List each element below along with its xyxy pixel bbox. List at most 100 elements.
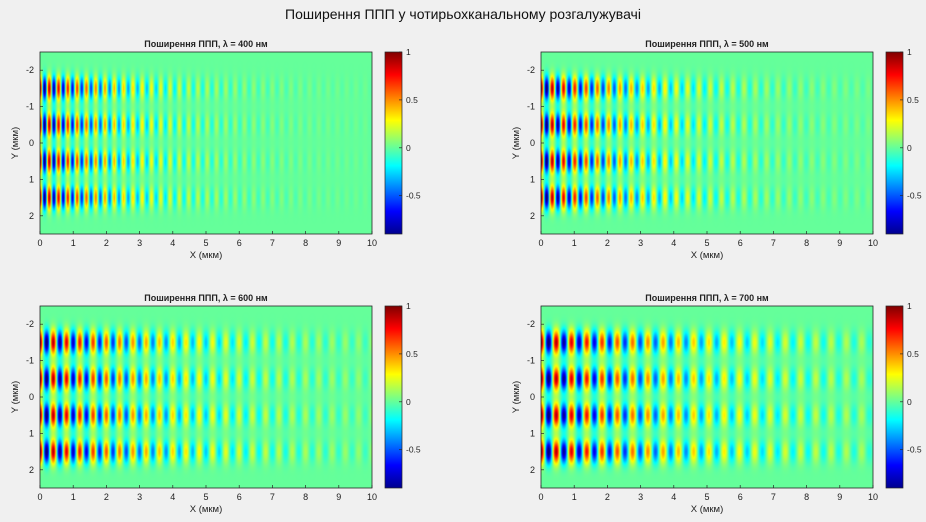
y-tick-label: -1 [26, 102, 34, 112]
x-tick-label: 1 [71, 492, 76, 502]
colorbar-tick-label: -0.5 [406, 445, 421, 455]
colorbar [384, 51, 403, 235]
x-tick-label: 10 [868, 492, 878, 502]
colorbar-tick-label: 1 [406, 47, 411, 57]
colorbar [885, 51, 904, 235]
heatmap-image [40, 52, 372, 234]
y-tick-label: -1 [26, 356, 34, 366]
panel-title: Поширення ППП, λ = 400 нм [144, 39, 268, 49]
x-tick-label: 10 [367, 238, 377, 248]
x-tick-label: 8 [303, 238, 308, 248]
x-tick-label: 8 [804, 492, 809, 502]
x-axis-label: X (мкм) [190, 250, 223, 261]
heatmap-image [541, 306, 873, 488]
x-axis-label: X (мкм) [190, 504, 223, 515]
panel-1: Поширення ППП, λ = 400 нм0 1 2 3 4 5 6 7 8 9 10X (… [10, 39, 421, 261]
y-axis-label: Y (мкм) [511, 127, 522, 159]
x-tick-label: 7 [771, 492, 776, 502]
y-axis-label: Y (мкм) [511, 381, 522, 413]
panel-title: Поширення ППП, λ = 500 нм [645, 39, 769, 49]
y-tick-label: -2 [26, 319, 34, 329]
colorbar-tick-label: 0.5 [406, 349, 418, 359]
x-tick-label: 2 [104, 492, 109, 502]
y-tick-label: 1 [29, 174, 34, 184]
x-tick-label: 7 [771, 238, 776, 248]
x-tick-label: 9 [336, 492, 341, 502]
x-tick-label: 0 [37, 492, 42, 502]
x-tick-label: 9 [837, 492, 842, 502]
colorbar-tick-label: 0 [406, 143, 411, 153]
x-tick-label: 6 [237, 492, 242, 502]
colorbar-tick-label: 0.5 [907, 349, 919, 359]
y-tick-label: 2 [29, 465, 34, 475]
x-tick-label: 0 [538, 492, 543, 502]
colorbar-tick-label: 1 [907, 301, 912, 311]
y-tick-label: 1 [530, 428, 535, 438]
x-tick-label: 5 [704, 492, 709, 502]
x-tick-label: 0 [538, 238, 543, 248]
y-tick-label: 2 [530, 211, 535, 221]
y-tick-label: -2 [527, 65, 535, 75]
panel-title: Поширення ППП, λ = 700 нм [645, 293, 769, 303]
x-tick-label: 8 [303, 492, 308, 502]
x-tick-label: 7 [270, 238, 275, 248]
x-tick-label: 10 [367, 492, 377, 502]
panel-4: Поширення ППП, λ = 700 нм0 1 2 3 4 5 6 7 8 9 10X (… [511, 293, 922, 515]
colorbar [885, 305, 904, 489]
x-tick-label: 4 [170, 238, 175, 248]
x-tick-label: 9 [336, 238, 341, 248]
panel-title: Поширення ППП, λ = 600 нм [144, 293, 268, 303]
y-tick-label: 1 [29, 428, 34, 438]
x-tick-label: 5 [203, 492, 208, 502]
x-tick-label: 6 [237, 238, 242, 248]
x-tick-label: 1 [71, 238, 76, 248]
x-tick-label: 9 [837, 238, 842, 248]
x-tick-label: 4 [671, 492, 676, 502]
colorbar-tick-label: 0 [907, 143, 912, 153]
y-tick-label: 2 [530, 465, 535, 475]
panel-2: Поширення ППП, λ = 500 нм0 1 2 3 4 5 6 7 8 9 10X (… [511, 39, 922, 261]
colorbar-tick-label: 0.5 [406, 95, 418, 105]
y-axis-label: Y (мкм) [10, 381, 21, 413]
colorbar [384, 305, 403, 489]
x-tick-label: 8 [804, 238, 809, 248]
y-tick-label: -2 [26, 65, 34, 75]
x-tick-label: 2 [605, 238, 610, 248]
x-tick-label: 10 [868, 238, 878, 248]
colorbar-tick-label: 0.5 [907, 95, 919, 105]
x-tick-label: 7 [270, 492, 275, 502]
x-tick-label: 6 [738, 238, 743, 248]
y-tick-label: 0 [29, 138, 34, 148]
x-tick-label: 1 [572, 492, 577, 502]
x-tick-label: 4 [170, 492, 175, 502]
heatmap-image [541, 52, 873, 234]
x-tick-label: 3 [638, 492, 643, 502]
y-axis-label: Y (мкм) [10, 127, 21, 159]
panel-3: Поширення ППП, λ = 600 нм0 1 2 3 4 5 6 7 8 9 10X (… [10, 293, 421, 515]
colorbar-tick-label: 0 [406, 397, 411, 407]
colorbar-tick-label: 0 [907, 397, 912, 407]
colorbar-tick-label: -0.5 [406, 191, 421, 201]
x-tick-label: 3 [137, 238, 142, 248]
colorbar-tick-label: 1 [406, 301, 411, 311]
y-tick-label: -2 [527, 319, 535, 329]
x-axis-label: X (мкм) [691, 504, 724, 515]
x-tick-label: 2 [104, 238, 109, 248]
colorbar-tick-label: -0.5 [907, 445, 922, 455]
colorbar-tick-label: -0.5 [907, 191, 922, 201]
figure-title: Поширення ППП у чотирьохканальному розга… [285, 6, 641, 22]
y-tick-label: 0 [530, 392, 535, 402]
heatmap-image [40, 306, 372, 488]
x-axis-label: X (мкм) [691, 250, 724, 261]
x-tick-label: 3 [638, 238, 643, 248]
x-tick-label: 5 [203, 238, 208, 248]
y-tick-label: -1 [527, 102, 535, 112]
x-tick-label: 0 [37, 238, 42, 248]
x-tick-label: 2 [605, 492, 610, 502]
colorbar-tick-label: 1 [907, 47, 912, 57]
x-tick-label: 5 [704, 238, 709, 248]
x-tick-label: 6 [738, 492, 743, 502]
y-tick-label: -1 [527, 356, 535, 366]
x-tick-label: 1 [572, 238, 577, 248]
